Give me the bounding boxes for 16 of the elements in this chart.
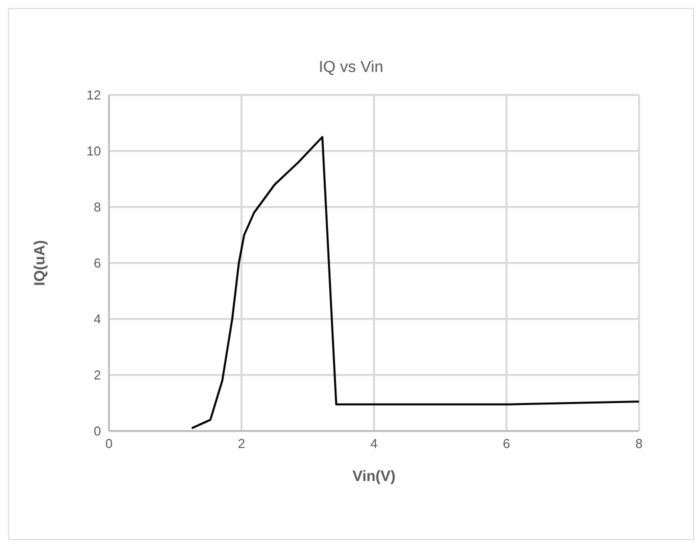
x-tick-label: 0 [105, 436, 113, 452]
y-tick-label: 6 [94, 256, 101, 271]
y-tick-label: 4 [94, 312, 101, 327]
x-tick-label: 6 [502, 436, 510, 452]
x-tick-label: 8 [635, 436, 643, 452]
y-tick-label: 10 [86, 144, 101, 159]
chart-title: IQ vs Vin [318, 59, 384, 78]
x-tick-label: 2 [238, 436, 246, 452]
y-tick-label: 8 [94, 200, 101, 215]
y-tick-label: 12 [86, 88, 101, 103]
y-tick-label: 2 [94, 368, 101, 383]
line-series [190, 136, 639, 430]
x-tick-label: 4 [370, 436, 378, 452]
y-tick-label: 0 [94, 424, 101, 439]
x-axis-title: Vin(V) [352, 468, 396, 485]
y-axis-title: IQ(uA) [31, 240, 48, 286]
